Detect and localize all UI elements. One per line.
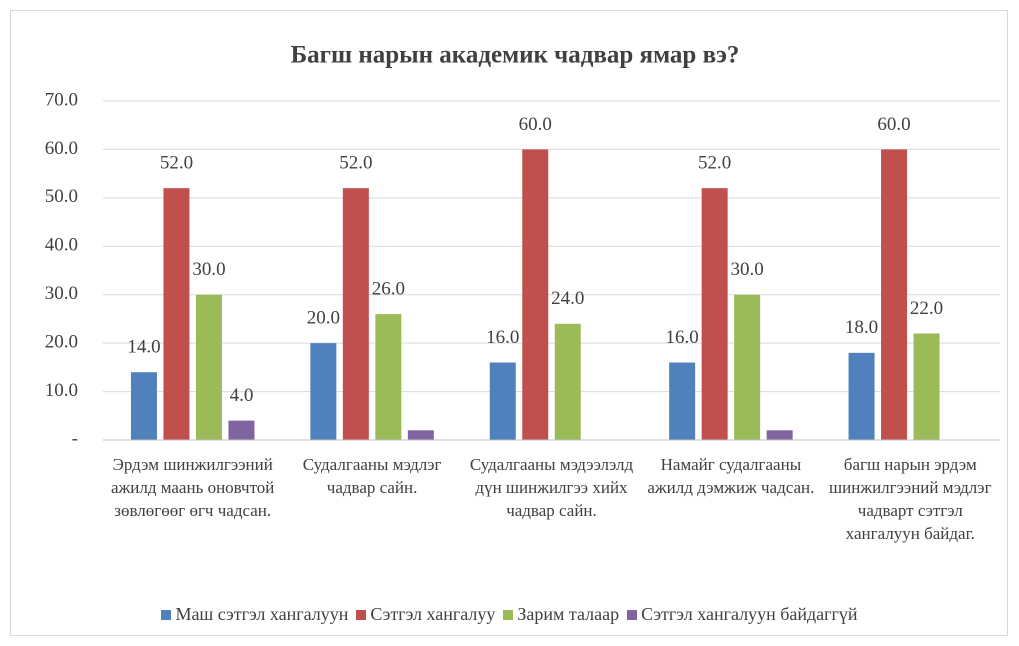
bar <box>913 333 940 440</box>
y-tick-label: 20.0 <box>45 332 78 353</box>
bar <box>375 314 402 440</box>
data-label: 52.0 <box>160 153 193 174</box>
legend-item: Сэтгэл хангалуу <box>356 604 495 625</box>
bar <box>407 430 434 440</box>
data-label: 30.0 <box>192 259 225 280</box>
data-label: 20.0 <box>307 308 340 329</box>
chart-title: Багш нарын академик чадвар ямар вэ? <box>291 42 740 69</box>
legend-swatch <box>503 609 514 620</box>
data-label: 16.0 <box>666 327 699 348</box>
legend-label: Сэтгэл хангалуу <box>370 604 496 624</box>
y-tick-label: 70.0 <box>45 89 78 110</box>
bar <box>195 294 222 440</box>
bar <box>734 294 761 440</box>
bar <box>130 372 157 440</box>
bar <box>848 352 875 440</box>
y-tick-label: 40.0 <box>45 235 78 256</box>
bar <box>489 362 516 440</box>
data-label: 22.0 <box>910 298 943 319</box>
legend-swatch <box>161 609 172 620</box>
data-label: 26.0 <box>372 278 405 299</box>
y-tick-label: 50.0 <box>45 186 78 207</box>
data-label: 60.0 <box>519 114 552 135</box>
legend-item: Зарим талаар <box>503 604 619 625</box>
data-label: 52.0 <box>339 153 372 174</box>
bar <box>701 188 728 440</box>
data-label: 14.0 <box>127 337 160 358</box>
legend-swatch <box>356 609 367 620</box>
x-tick-label: Судалгааны мэдээлэлд дүн шинжилгээ хийх … <box>469 455 634 520</box>
bar <box>163 188 190 440</box>
bar <box>310 343 337 440</box>
y-tick-label: 30.0 <box>45 283 78 304</box>
y-tick-label: 10.0 <box>45 380 78 401</box>
data-label: 60.0 <box>877 114 910 135</box>
data-label: 24.0 <box>551 288 584 309</box>
legend-item: Маш сэтгэл хангалуун <box>161 604 348 625</box>
data-label: 16.0 <box>486 327 519 348</box>
x-tick-label: Эрдэм шинжилгээний ажилд маань оновчтой … <box>110 455 275 520</box>
bar <box>881 149 908 440</box>
legend: Маш сэтгэл хангалуун Сэтгэл хангалуу Зарим… <box>0 604 1019 625</box>
bar <box>228 420 255 440</box>
legend-label: Зарим талаар <box>517 604 620 624</box>
legend-label: Сэтгэл хангалуун байдаггүй <box>641 604 858 624</box>
x-tick-label: багш нарын эрдэм шинжилгээний мэдлэг чад… <box>829 455 992 543</box>
y-tick-label: 60.0 <box>45 138 78 159</box>
legend-label: Маш сэтгэл хангалуун <box>175 604 349 624</box>
bar <box>342 188 369 440</box>
y-tick-label: - <box>72 428 78 449</box>
legend-swatch <box>627 609 638 620</box>
data-label: 30.0 <box>731 259 764 280</box>
data-label: 4.0 <box>230 385 254 406</box>
bar <box>669 362 696 440</box>
data-label: 18.0 <box>845 317 878 338</box>
x-tick-label: Судалгааны мэдлэг чадвар сайн. <box>302 455 442 497</box>
bar <box>554 323 581 440</box>
bar <box>522 149 549 440</box>
legend-item: Сэтгэл хангалуун байдаггүй <box>627 604 858 625</box>
data-label: 52.0 <box>698 153 731 174</box>
bar <box>766 430 793 440</box>
x-tick-label: Намайг судалгааны ажилд дэмжиж чадсан. <box>647 455 815 497</box>
